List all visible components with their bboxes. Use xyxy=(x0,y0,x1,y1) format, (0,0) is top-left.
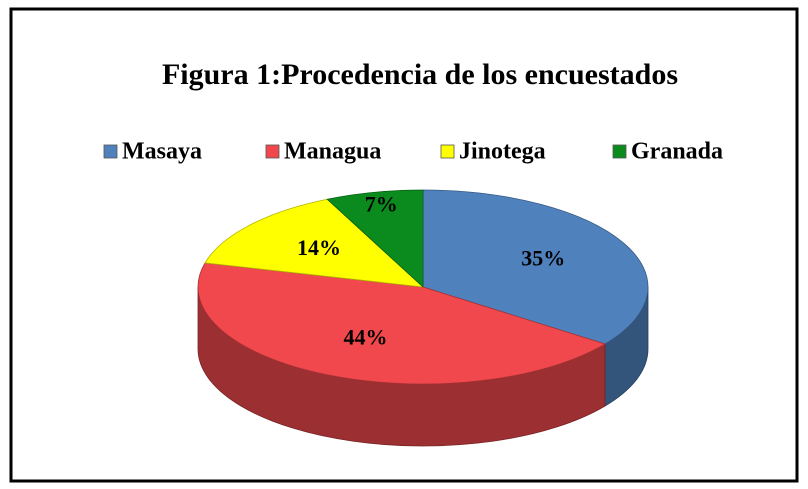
legend-item: Managua xyxy=(265,139,381,165)
data-label: 44% xyxy=(344,325,388,350)
legend-swatch xyxy=(265,144,280,159)
legend-item: Jinotega xyxy=(440,139,546,165)
data-label: 35% xyxy=(521,246,565,271)
pie-slice xyxy=(197,262,607,385)
legend-label: Jinotega xyxy=(459,139,546,165)
legend-swatch xyxy=(103,144,118,159)
chart-title: Figura 1:Procedencia de los encuestados xyxy=(162,58,678,91)
data-label: 14% xyxy=(297,235,341,260)
legend-label: Granada xyxy=(631,139,723,165)
pie-slice xyxy=(204,198,425,288)
pie-slice xyxy=(326,189,424,288)
legend-swatch xyxy=(440,144,455,159)
data-label: 7% xyxy=(365,192,398,217)
legend-item: Granada xyxy=(612,139,723,165)
legend-label: Masaya xyxy=(122,139,202,165)
legend-label: Managua xyxy=(284,139,381,165)
legend-swatch xyxy=(612,144,627,159)
pie-slice xyxy=(422,189,649,345)
legend-item: Masaya xyxy=(103,139,202,165)
